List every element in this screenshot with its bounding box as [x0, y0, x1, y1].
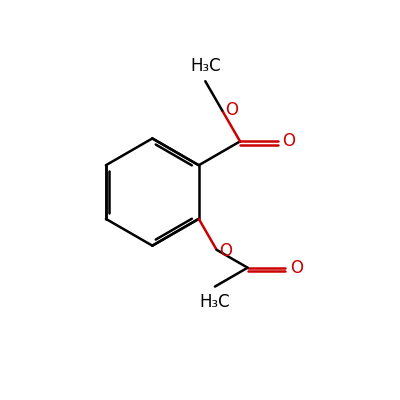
Text: O: O [219, 242, 232, 260]
Text: O: O [225, 102, 238, 120]
Text: O: O [290, 259, 303, 277]
Text: O: O [282, 132, 296, 150]
Text: H₃C: H₃C [200, 292, 230, 310]
Text: H₃C: H₃C [190, 57, 221, 75]
